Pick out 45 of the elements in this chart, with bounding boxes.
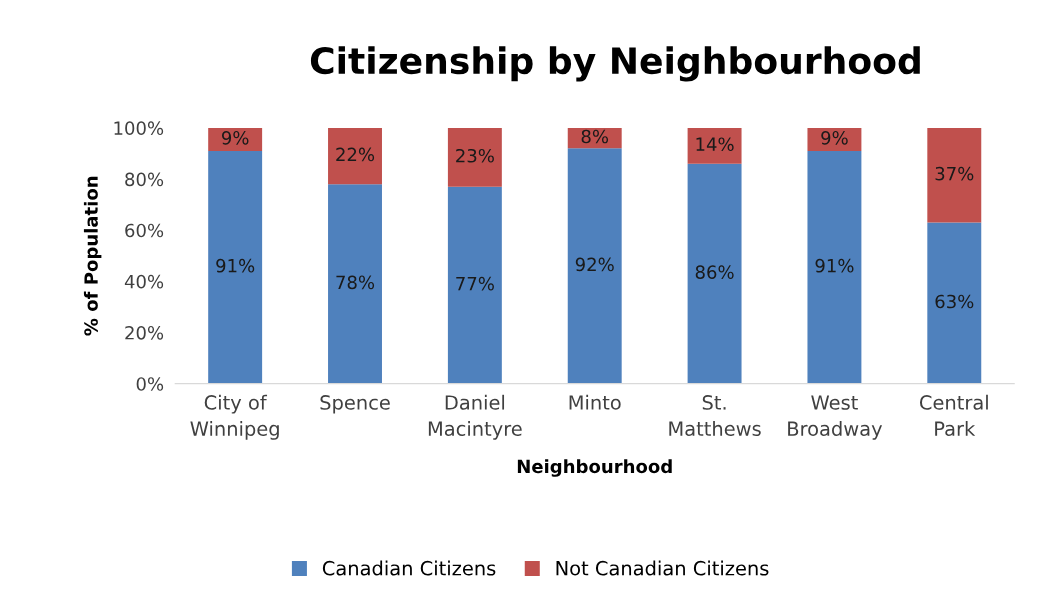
- y-tick-label: 60%: [125, 223, 164, 238]
- legend-label: Canadian Citizens: [322, 560, 496, 576]
- bar: [447, 127, 502, 187]
- x-tick-label: Minto: [569, 394, 621, 410]
- data-label: 14%: [696, 137, 734, 152]
- bar: [447, 186, 502, 384]
- data-label: 77%: [456, 276, 494, 291]
- data-label: 23%: [456, 148, 494, 163]
- legend-label: Not Canadian Citizens: [556, 560, 769, 576]
- data-label: 37%: [935, 166, 974, 181]
- bar: [208, 127, 263, 151]
- data-label: 78%: [336, 275, 375, 290]
- x-tick-label: Central Park: [919, 394, 988, 437]
- bar: [208, 150, 263, 384]
- chart-title: Citizenship by Neighbourhood: [310, 46, 920, 82]
- x-tick-label: St. Matthews: [669, 395, 761, 437]
- bar: [567, 148, 622, 384]
- x-tick-label: City of Winnipeg: [190, 394, 279, 440]
- data-label: 86%: [695, 265, 734, 279]
- bar: [807, 127, 862, 151]
- bar: [328, 127, 382, 185]
- data-label: 22%: [336, 147, 375, 162]
- x-axis-title: Neighbourhood: [517, 459, 672, 477]
- data-label: 9%: [821, 130, 848, 145]
- bar: [807, 150, 862, 384]
- bar: [687, 163, 742, 384]
- y-tick-label: 0%: [136, 377, 164, 391]
- data-label: 9%: [221, 130, 249, 145]
- data-label: 63%: [935, 294, 974, 309]
- bar: [328, 184, 382, 384]
- x-tick-label: West Broadway: [788, 395, 883, 440]
- data-label: 8%: [581, 129, 609, 144]
- bar: [927, 222, 982, 384]
- y-tick-label: 40%: [124, 274, 164, 289]
- x-tick-label: Daniel Macintyre: [428, 394, 522, 440]
- data-label: 91%: [216, 258, 255, 273]
- bar: [927, 127, 982, 223]
- y-axis-title: % of Population: [83, 176, 102, 336]
- data-label: 91%: [815, 258, 854, 273]
- y-tick-label: 80%: [125, 172, 164, 187]
- y-tick-label: 20%: [125, 325, 164, 340]
- x-tick-label: Spence: [320, 395, 390, 414]
- y-tick-label: 100%: [114, 121, 164, 136]
- data-label: 92%: [575, 257, 614, 272]
- bar: [687, 127, 742, 164]
